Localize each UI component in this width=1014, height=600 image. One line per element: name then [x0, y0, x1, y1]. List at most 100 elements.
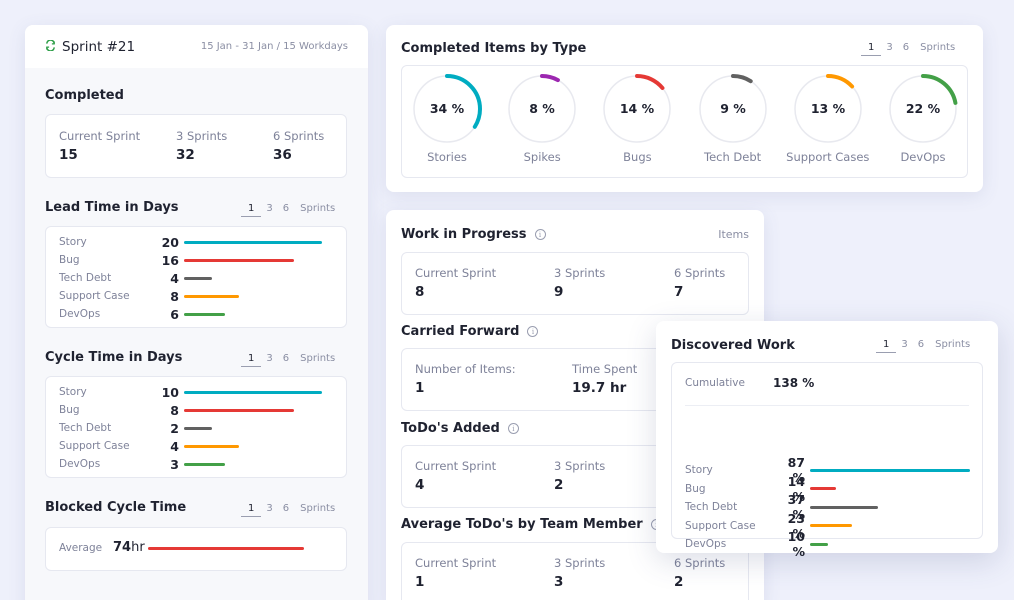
bar-label: DevOps [685, 538, 727, 550]
stat-label: 3 Sprints [554, 459, 606, 473]
lead-time-title: Lead Time in Days [45, 200, 179, 215]
bar-row: Story 10 [59, 383, 359, 401]
sprint-option-6[interactable]: 6 [282, 503, 290, 514]
bar-label: Tech Debt [59, 422, 112, 434]
sprint-name: Sprint #21 [62, 38, 136, 55]
bar-value: 14 % [787, 473, 805, 504]
donut-label: Bugs [623, 150, 652, 164]
sprint-option-1[interactable]: 1 [876, 339, 897, 353]
sprint-option-3[interactable]: 3 [901, 339, 908, 350]
bar-row: DevOps 6 [59, 305, 359, 323]
stat-label: 6 Sprints [674, 556, 726, 570]
stat-label: Current Sprint [415, 459, 497, 473]
sprint-option-1[interactable]: 1 [241, 203, 262, 217]
stat-value: 1 [415, 574, 425, 590]
sprint-option-1[interactable]: 1 [241, 353, 262, 367]
carried-forward-stat: Number of Items: 1 [415, 362, 516, 396]
stat-value: 7 [674, 284, 684, 300]
stat-value: 9 [554, 284, 564, 300]
bar-row: Story 20 [59, 233, 359, 251]
stat-value: 8 [415, 284, 425, 300]
sprint-option-3[interactable]: 3 [886, 42, 893, 53]
bar-value: 8 [170, 402, 179, 418]
donut-item: 22 % DevOps [878, 73, 968, 164]
stat-value: 32 [176, 147, 195, 163]
bar [184, 312, 226, 316]
sprint-option-6[interactable]: 6 [282, 353, 290, 364]
bar-row: Bug 16 [59, 251, 359, 269]
completed-by-type-sprint-selector: 1 3 6 Sprints [861, 42, 955, 56]
bar-value: 4 [170, 438, 179, 454]
blocked-unit: hr [131, 540, 145, 555]
sprint-option-6[interactable]: 6 [917, 339, 925, 350]
stat-value: 36 [273, 147, 292, 163]
bar-value: 4 [170, 270, 179, 286]
wip-stats: Current Sprint 8 3 Sprints 9 6 Sprints 7 [401, 252, 749, 315]
completed-title: Completed [45, 88, 124, 103]
sprint-option-6[interactable]: 6 [282, 203, 290, 214]
lead-time-sprint-selector: 1 3 6 Sprints [241, 203, 335, 217]
sprint-title[interactable]: Sprint #21 [45, 39, 135, 55]
discovered-work-card: Discovered Work 1 3 6 Sprints Cumulative… [656, 321, 998, 559]
blocked-sprint-selector: 1 3 6 Sprints [241, 503, 335, 517]
sprint-option-3[interactable]: 3 [266, 203, 273, 214]
bar-label: Story [59, 386, 87, 398]
sprint-panel: Sprint #21 15 Jan - 31 Jan / 15 Workdays… [25, 25, 368, 600]
bar-label: Bug [59, 404, 80, 416]
bar-value: 23 % [787, 510, 805, 541]
bar-label: Support Case [685, 519, 756, 532]
divider [685, 405, 969, 406]
sprint-option-3[interactable]: 3 [266, 353, 273, 364]
bar-row: Tech Debt 4 [59, 269, 359, 287]
cycle-time-chart: Story 10 Bug 8 Tech Debt 2 Support Case 4 DevOps… [45, 376, 347, 478]
bar-value: 37 % [787, 492, 805, 522]
carried-forward-title: Carried Forward i [401, 324, 539, 339]
sprint-unit-label: Sprints [300, 503, 336, 514]
completed-by-type-title: Completed Items by Type [401, 41, 587, 56]
bar-value: 8 [170, 288, 179, 304]
stat-label: Number of Items: [415, 362, 516, 376]
donut-label: Spikes [523, 150, 561, 164]
donut-chart: 14 % [602, 74, 673, 144]
sprint-option-1[interactable]: 1 [861, 42, 882, 56]
bar-row: Tech Debt 37 % [685, 492, 985, 522]
stat-label: Current Sprint [415, 556, 497, 570]
donut-chart: 13 % [792, 74, 863, 144]
bar-row: DevOps 3 [59, 455, 359, 473]
info-icon[interactable]: i [534, 229, 546, 240]
blocked-value: 74 [113, 540, 132, 555]
stat-label: 3 Sprints [176, 129, 228, 143]
todos-added-title-text: ToDo's Added [401, 421, 500, 436]
sprint-option-1[interactable]: 1 [241, 503, 262, 517]
stat-label: 3 Sprints [554, 556, 606, 570]
bar-row: Support Case 23 % [685, 511, 985, 541]
sprint-unit-label: Sprints [300, 353, 336, 364]
info-icon[interactable]: i [527, 326, 539, 337]
donut-percent: 34 % [430, 101, 465, 116]
avg-todos-stat: 3 Sprints 3 [554, 556, 605, 590]
wip-stat: 3 Sprints 9 [554, 266, 605, 300]
cumulative-value: 138 % [773, 376, 815, 390]
bar-value: 16 [161, 252, 179, 268]
donut-percent: 14 % [620, 101, 655, 116]
bar [184, 444, 240, 448]
bar-label: DevOps [59, 458, 101, 470]
carried-forward-stat: Time Spent 19.7 hr [572, 362, 637, 396]
bar-value: 2 [170, 420, 179, 436]
bar [184, 390, 322, 394]
stat-value: 2 [674, 574, 684, 590]
bar [810, 505, 879, 509]
info-icon[interactable]: i [507, 423, 519, 434]
bar-value: 10 [161, 384, 179, 400]
sprint-option-6[interactable]: 6 [902, 42, 910, 53]
sprint-option-3[interactable]: 3 [266, 503, 273, 514]
donut-item: 14 % Bugs [592, 73, 682, 164]
bar [184, 276, 212, 280]
todos-added-stat: 3 Sprints 2 [554, 459, 605, 493]
bar-value: 10 % [787, 529, 805, 559]
donut-percent: 13 % [811, 101, 846, 116]
todos-added-title: ToDo's Added i [401, 421, 519, 436]
avg-todos-title: Average ToDo's by Team Memberi [401, 517, 662, 532]
donut-item: 34 % Stories [402, 73, 492, 164]
wip-unit-label: Items [718, 228, 749, 241]
